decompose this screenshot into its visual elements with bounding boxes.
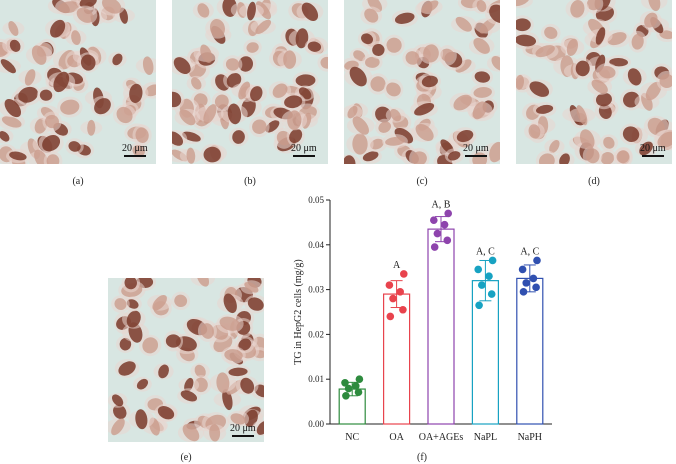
significance-label: A: [393, 260, 401, 271]
data-point: [355, 375, 364, 383]
y-tick-label: 0.00: [308, 419, 324, 429]
y-axis-label: TG in HepG2 cells (mg/g): [293, 259, 304, 365]
data-point: [533, 256, 541, 265]
data-point: [529, 274, 538, 283]
scale-label: 20 μm: [230, 423, 256, 434]
scale-bar-b: 20 μm: [291, 143, 317, 157]
scale-label: 20 μm: [122, 143, 148, 154]
micrograph-a: [0, 0, 156, 164]
data-point: [396, 288, 404, 296]
significance-label: A, C: [520, 246, 539, 257]
data-point: [433, 229, 442, 238]
tg-bar-chart: 0.00 0.01 0.02 0.03 0.04 0.05 TG in HepG2 cell…: [293, 195, 552, 443]
data-point: [488, 256, 497, 265]
micrograph-c: [344, 0, 500, 164]
bar-oa: [382, 293, 411, 425]
panel-label-a: (a): [72, 176, 84, 187]
data-point: [344, 384, 353, 393]
panel-label-f: (f): [417, 452, 427, 463]
panel-label-e: (e): [180, 452, 192, 463]
bar-naph: [516, 277, 544, 425]
scale-bar-e: 20 μm: [230, 423, 256, 437]
x-tick-label: OA+AGEs: [419, 432, 464, 443]
x-tick-label: NaPH: [518, 432, 542, 443]
data-point: [389, 294, 397, 303]
data-point: [444, 209, 452, 218]
scale-label: 20 μm: [463, 143, 489, 154]
bar-oa-ages: [427, 228, 455, 425]
significance-label: A, B: [432, 199, 451, 210]
data-point: [354, 388, 363, 396]
data-point: [440, 220, 449, 229]
data-point: [430, 216, 438, 224]
micrograph-image: [172, 0, 328, 164]
x-tick-label: OA: [389, 432, 404, 443]
data-point: [443, 236, 452, 245]
scale-line: [293, 155, 315, 157]
scale-bar-d: 20 μm: [640, 143, 666, 157]
micrograph-b: [172, 0, 328, 164]
bar-napl: [471, 280, 499, 425]
panel-label-d: (d): [588, 176, 600, 187]
y-tick-label: 0.02: [308, 329, 324, 339]
data-point: [532, 283, 540, 292]
micrograph-image: [108, 278, 264, 442]
data-point: [341, 378, 349, 387]
data-point: [385, 281, 394, 289]
data-point: [399, 305, 407, 314]
data-point: [386, 312, 395, 321]
data-point: [518, 265, 527, 274]
x-tick-label: NC: [345, 432, 359, 443]
data-point: [478, 281, 486, 289]
y-tick-label: 0.01: [308, 374, 324, 384]
micrograph-image: [516, 0, 672, 164]
data-point: [475, 301, 483, 310]
scale-label: 20 μm: [291, 143, 317, 154]
panel-label-b: (b): [244, 176, 256, 187]
scale-bar-c: 20 μm: [463, 143, 489, 157]
scale-line: [642, 155, 664, 157]
x-tick-label: NaPL: [474, 432, 497, 443]
data-point: [522, 279, 530, 287]
significance-label: A, C: [476, 246, 495, 257]
data-point: [519, 288, 528, 296]
data-point: [430, 243, 439, 251]
scale-line: [124, 155, 146, 157]
y-tick-label: 0.03: [308, 285, 324, 295]
data-point: [485, 272, 493, 280]
scale-label: 20 μm: [640, 143, 666, 154]
panel-label-c: (c): [416, 176, 428, 187]
y-tick-label: 0.04: [308, 240, 324, 250]
scale-bar-a: 20 μm: [122, 143, 148, 157]
data-point: [474, 265, 482, 274]
data-point: [352, 382, 360, 390]
data-point: [487, 290, 496, 298]
micrograph-image: [344, 0, 500, 164]
micrograph-e: [108, 278, 264, 442]
data-point: [400, 270, 408, 278]
micrograph-d: [516, 0, 672, 164]
micrograph-image: [0, 0, 156, 164]
scale-line: [465, 155, 487, 157]
data-point: [342, 391, 350, 400]
scale-line: [232, 435, 254, 437]
y-tick-label: 0.05: [308, 195, 324, 205]
